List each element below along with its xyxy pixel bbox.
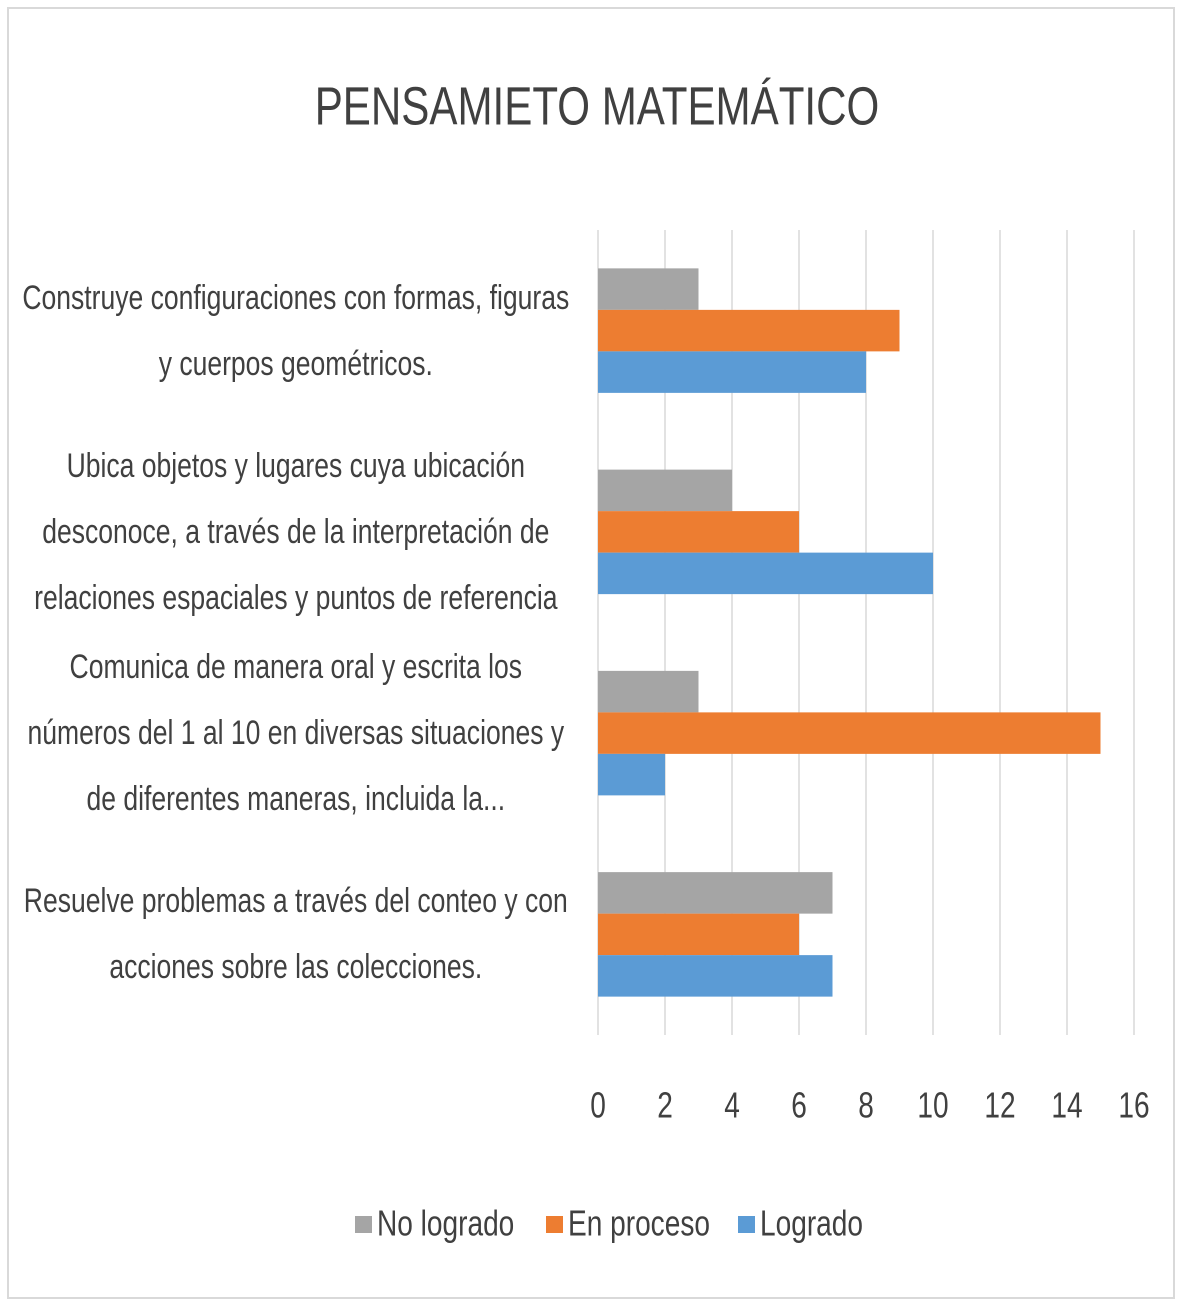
bar	[598, 913, 799, 956]
x-tick-label: 4	[724, 1085, 740, 1125]
category-label: Comunica de manera oral y escrita los nú…	[27, 648, 565, 818]
category-label: Ubica objetos y lugares cuya ubicación d…	[34, 446, 558, 617]
bar	[598, 511, 799, 553]
x-tick-label: 14	[1051, 1085, 1082, 1125]
x-tick-label: 12	[984, 1085, 1015, 1125]
bar	[598, 268, 699, 310]
bar	[598, 469, 732, 512]
chart-frame	[7, 7, 1175, 1299]
bar	[598, 753, 665, 796]
bar	[598, 309, 900, 352]
x-tick-label: 8	[858, 1085, 874, 1125]
legend-label: Logrado	[760, 1203, 863, 1243]
chart-title: PENSAMIETO MATEMÁTICO	[315, 76, 880, 136]
legend-label: En proceso	[568, 1203, 710, 1243]
category-label: Construye configuraciones con formas, fi…	[22, 278, 570, 383]
x-tick-label: 2	[657, 1085, 673, 1125]
x-tick-label: 0	[590, 1085, 606, 1125]
bar	[598, 552, 933, 595]
legend-swatch	[355, 1216, 372, 1233]
bar	[598, 351, 866, 393]
bar	[598, 955, 833, 997]
bar	[598, 712, 1101, 754]
category-label: Resuelve problemas a través del conteo y…	[23, 882, 568, 987]
x-tick-label: 10	[917, 1085, 948, 1125]
legend-swatch	[546, 1216, 563, 1233]
x-tick-label: 16	[1118, 1085, 1149, 1125]
bar	[598, 670, 699, 713]
x-tick-label: 6	[791, 1085, 807, 1125]
legend-label: No logrado	[377, 1203, 514, 1243]
legend-swatch	[738, 1216, 755, 1233]
bar	[598, 872, 833, 914]
